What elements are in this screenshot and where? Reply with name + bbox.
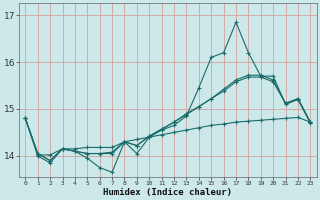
X-axis label: Humidex (Indice chaleur): Humidex (Indice chaleur) [103,188,232,197]
